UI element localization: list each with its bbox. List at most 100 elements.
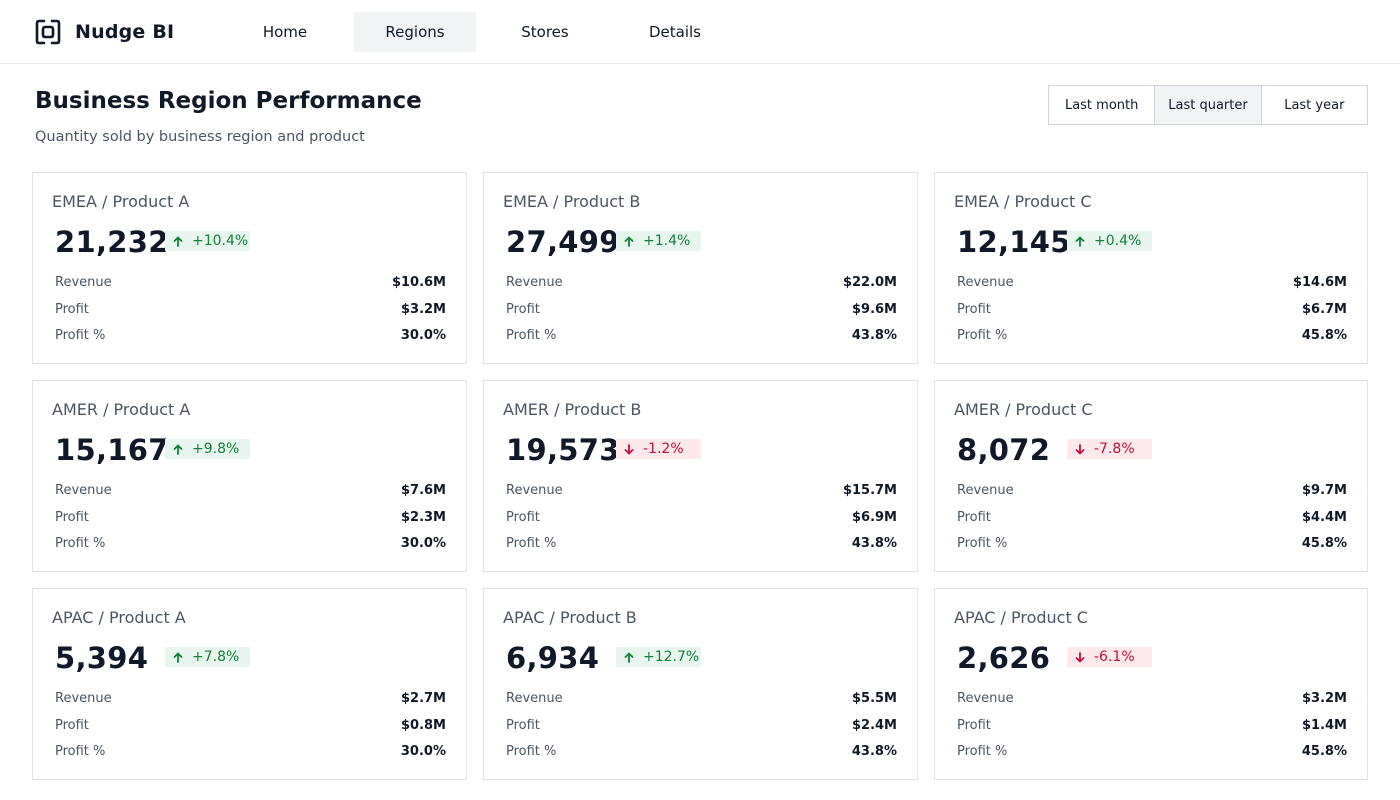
- arrow-down-icon: [624, 443, 634, 454]
- metric-card: APAC / Product C 2,626 -6.1% Revenue $3.…: [934, 588, 1368, 780]
- metric-row-revenue: Revenue $5.5M: [506, 689, 897, 707]
- metric-label-profit-pct: Profit %: [506, 535, 557, 551]
- metric-row-profit-pct: Profit % 30.0%: [55, 326, 446, 344]
- page-title: Business Region Performance: [35, 88, 422, 114]
- main-nav: Home Regions Stores Details: [224, 12, 744, 52]
- metric-value-profit: $9.6M: [851, 301, 897, 317]
- metric-value-profit: $6.7M: [1301, 301, 1347, 317]
- metric-card: EMEA / Product B 27,499 +1.4% Revenue $2…: [483, 172, 918, 364]
- metric-label-profit: Profit: [957, 301, 991, 317]
- metric-value-revenue: $10.6M: [391, 274, 446, 290]
- metric-label-profit: Profit: [55, 301, 89, 317]
- metric-value-revenue: $7.6M: [400, 482, 446, 498]
- metric-row-profit: Profit $6.9M: [506, 508, 897, 526]
- metric-value-profit: $2.4M: [851, 717, 897, 733]
- delta-badge: +1.4%: [616, 231, 701, 251]
- metric-row-revenue: Revenue $10.6M: [55, 273, 446, 291]
- metric-row-revenue: Revenue $22.0M: [506, 273, 897, 291]
- metric-card: APAC / Product A 5,394 +7.8% Revenue $2.…: [32, 588, 467, 780]
- metric-label-profit: Profit: [506, 717, 540, 733]
- metric-label-revenue: Revenue: [957, 690, 1014, 706]
- metric-label-profit-pct: Profit %: [55, 535, 106, 551]
- metric-row-revenue: Revenue $15.7M: [506, 481, 897, 499]
- card-quantity: 2,626: [957, 641, 1051, 675]
- metric-row-profit: Profit $0.8M: [55, 716, 446, 734]
- metric-label-profit-pct: Profit %: [506, 743, 557, 759]
- delta-value: +10.4%: [192, 233, 249, 249]
- delta-badge: -6.1%: [1067, 647, 1152, 667]
- delta-value: -6.1%: [1094, 649, 1135, 665]
- nav-stores[interactable]: Stores: [521, 23, 569, 41]
- metric-card: AMER / Product B 19,573 -1.2% Revenue $1…: [483, 380, 918, 572]
- metric-row-profit-pct: Profit % 30.0%: [55, 742, 446, 760]
- metric-value-profit-pct: 45.8%: [1301, 535, 1347, 551]
- delta-value: +0.4%: [1094, 233, 1142, 249]
- card-quantity: 15,167: [55, 433, 169, 467]
- arrow-up-icon: [173, 236, 183, 247]
- metric-label-profit: Profit: [506, 301, 540, 317]
- delta-badge: +9.8%: [165, 439, 250, 459]
- metric-value-profit-pct: 43.8%: [851, 743, 897, 759]
- delta-badge: +0.4%: [1067, 231, 1152, 251]
- card-title: AMER / Product A: [52, 400, 191, 419]
- metric-label-profit: Profit: [55, 717, 89, 733]
- metric-label-revenue: Revenue: [957, 482, 1014, 498]
- delta-badge: -7.8%: [1067, 439, 1152, 459]
- region-product-cards: EMEA / Product A 21,232 +10.4% Revenue $…: [32, 172, 1368, 780]
- arrow-up-icon: [624, 652, 634, 663]
- top-navigation-bar: Nudge BI Home Regions Stores Details: [0, 0, 1400, 64]
- arrow-up-icon: [173, 652, 183, 663]
- metric-label-revenue: Revenue: [506, 274, 563, 290]
- bracket-square-logo-icon: [35, 19, 61, 45]
- delta-value: +7.8%: [192, 649, 240, 665]
- metric-value-profit: $3.2M: [400, 301, 446, 317]
- metric-card: APAC / Product B 6,934 +12.7% Revenue $5…: [483, 588, 918, 780]
- time-range-selector: Last month Last quarter Last year: [1048, 85, 1368, 125]
- metric-value-profit: $0.8M: [400, 717, 446, 733]
- range-last-month-button[interactable]: Last month: [1049, 86, 1156, 124]
- metric-label-revenue: Revenue: [55, 482, 112, 498]
- metric-row-profit-pct: Profit % 43.8%: [506, 534, 897, 552]
- metric-card: AMER / Product A 15,167 +9.8% Revenue $7…: [32, 380, 467, 572]
- nav-details[interactable]: Details: [648, 23, 701, 41]
- metric-row-profit: Profit $1.4M: [957, 716, 1347, 734]
- metric-label-revenue: Revenue: [506, 482, 563, 498]
- delta-value: -7.8%: [1094, 441, 1135, 457]
- metric-label-revenue: Revenue: [506, 690, 563, 706]
- delta-badge: +12.7%: [616, 647, 701, 667]
- metric-label-profit: Profit: [506, 509, 540, 525]
- metric-value-revenue: $15.7M: [842, 482, 897, 498]
- metric-label-profit-pct: Profit %: [957, 535, 1008, 551]
- card-quantity: 6,934: [506, 641, 600, 675]
- card-title: APAC / Product B: [503, 608, 637, 627]
- page-subtitle: Quantity sold by business region and pro…: [35, 129, 365, 145]
- metric-card: AMER / Product C 8,072 -7.8% Revenue $9.…: [934, 380, 1368, 572]
- card-quantity: 8,072: [957, 433, 1051, 467]
- nav-regions[interactable]: Regions: [354, 12, 476, 52]
- card-quantity: 27,499: [506, 225, 620, 259]
- delta-badge: +7.8%: [165, 647, 250, 667]
- card-quantity: 19,573: [506, 433, 620, 467]
- card-title: AMER / Product C: [954, 400, 1093, 419]
- delta-badge: -1.2%: [616, 439, 701, 459]
- metric-label-profit: Profit: [957, 717, 991, 733]
- delta-value: +9.8%: [192, 441, 240, 457]
- metric-value-revenue: $2.7M: [400, 690, 446, 706]
- metric-value-profit: $4.4M: [1301, 509, 1347, 525]
- card-title: APAC / Product C: [954, 608, 1088, 627]
- metric-row-profit: Profit $2.4M: [506, 716, 897, 734]
- range-last-year-button[interactable]: Last year: [1284, 97, 1345, 113]
- metric-label-profit-pct: Profit %: [55, 327, 106, 343]
- metric-value-profit-pct: 30.0%: [400, 535, 446, 551]
- metric-value-profit: $6.9M: [851, 509, 897, 525]
- metric-label-profit-pct: Profit %: [957, 743, 1008, 759]
- nav-home[interactable]: Home: [262, 23, 308, 41]
- metric-row-profit: Profit $3.2M: [55, 300, 446, 318]
- card-quantity: 12,145: [957, 225, 1071, 259]
- metric-row-revenue: Revenue $7.6M: [55, 481, 446, 499]
- brand[interactable]: Nudge BI: [35, 18, 174, 46]
- card-title: AMER / Product B: [503, 400, 642, 419]
- range-last-quarter-button[interactable]: Last quarter: [1155, 86, 1262, 124]
- arrow-up-icon: [624, 236, 634, 247]
- metric-row-profit: Profit $2.3M: [55, 508, 446, 526]
